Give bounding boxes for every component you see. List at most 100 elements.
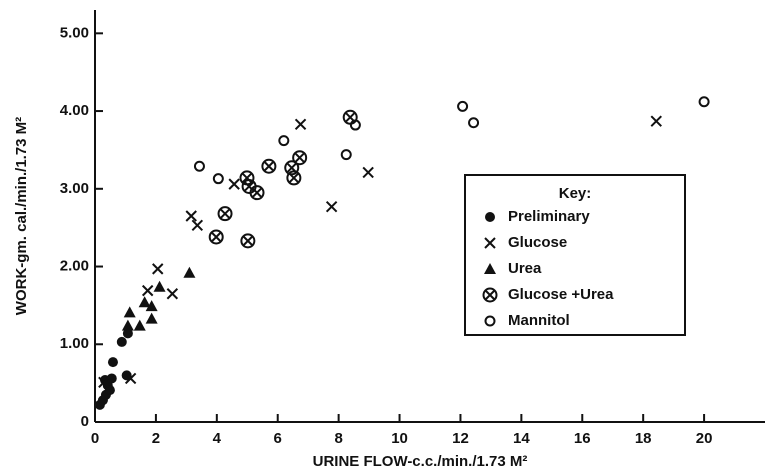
point: [286, 170, 302, 186]
point: [325, 200, 338, 213]
marker: [457, 100, 469, 112]
marker: [468, 117, 480, 129]
x-tick-label: 6: [274, 430, 282, 447]
point: [185, 210, 197, 222]
y-tick-label: 2.00: [60, 257, 89, 274]
point: [123, 306, 136, 318]
marker: [240, 233, 256, 249]
legend-box: [464, 174, 686, 336]
point: [249, 185, 265, 201]
marker: [116, 336, 127, 347]
point: [141, 284, 154, 297]
marker: [107, 357, 118, 368]
marker: [211, 232, 221, 242]
x-tick-label: 4: [213, 430, 222, 447]
point: [166, 288, 179, 300]
point: [349, 119, 361, 131]
marker: [345, 112, 355, 122]
y-axis-label: WORK-gm. cal./min./1.73 M²: [13, 117, 30, 315]
point: [261, 158, 277, 174]
y-tick-label: 0: [81, 413, 89, 430]
marker: [145, 300, 158, 312]
legend-label: Glucose +Urea: [508, 286, 614, 303]
marker: [106, 373, 117, 384]
legend-label: Glucose: [508, 234, 567, 251]
marker: [124, 372, 137, 385]
marker: [243, 236, 253, 246]
marker: [278, 135, 290, 147]
point: [468, 117, 480, 129]
marker: [141, 284, 154, 297]
legend-marker: [484, 237, 496, 249]
legend-label: Urea: [508, 260, 542, 277]
point: [183, 266, 196, 278]
marker: [193, 160, 205, 172]
point: [208, 229, 224, 245]
point: [153, 280, 166, 292]
x-tick-label: 0: [91, 430, 99, 447]
point: [122, 328, 133, 339]
point: [152, 263, 164, 275]
marker: [284, 160, 300, 176]
marker: [104, 385, 115, 396]
marker: [294, 118, 307, 130]
point: [228, 178, 240, 190]
point: [133, 319, 146, 331]
marker: [484, 237, 496, 249]
marker: [133, 319, 146, 331]
point: [342, 109, 358, 125]
marker: [349, 119, 361, 131]
marker: [650, 115, 662, 127]
point: [362, 166, 374, 179]
marker: [289, 173, 299, 183]
point: [106, 373, 117, 384]
marker: [228, 178, 240, 190]
marker: [294, 152, 305, 163]
marker: [212, 173, 224, 185]
point: [340, 149, 352, 161]
marker: [252, 187, 262, 198]
point: [104, 385, 115, 396]
point: [457, 100, 469, 112]
marker: [98, 376, 110, 389]
marker: [138, 296, 151, 308]
point: [698, 96, 710, 108]
y-tick-label: 4.00: [60, 102, 89, 119]
marker: [485, 290, 495, 300]
legend-marker: [482, 287, 498, 303]
point: [217, 206, 233, 222]
x-tick-label: 16: [574, 430, 591, 447]
marker: [698, 96, 710, 108]
marker: [484, 263, 496, 274]
legend-title: Key:: [559, 185, 592, 202]
y-tick-label: 1.00: [60, 335, 89, 352]
legend-label: Preliminary: [508, 208, 590, 225]
legend-marker: [484, 315, 496, 327]
point: [145, 312, 158, 324]
legend-label: Mannitol: [508, 312, 570, 329]
legend-marker: [484, 263, 496, 274]
point: [121, 319, 134, 331]
marker: [185, 210, 197, 222]
marker: [261, 158, 277, 174]
point: [145, 300, 158, 312]
point: [292, 150, 308, 166]
marker: [482, 287, 498, 303]
x-tick-label: 14: [513, 430, 530, 447]
marker: [485, 212, 495, 222]
x-tick-label: 12: [452, 430, 469, 447]
x-tick-label: 20: [696, 430, 713, 447]
marker: [292, 150, 308, 166]
point: [107, 357, 118, 368]
point: [240, 233, 256, 249]
point: [191, 219, 204, 232]
x-tick-label: 2: [152, 430, 160, 447]
point: [278, 135, 290, 147]
point: [239, 170, 255, 186]
point: [294, 118, 307, 130]
x-tick-label: 10: [391, 430, 408, 447]
marker: [249, 185, 265, 201]
point: [650, 115, 662, 127]
point: [138, 296, 151, 308]
